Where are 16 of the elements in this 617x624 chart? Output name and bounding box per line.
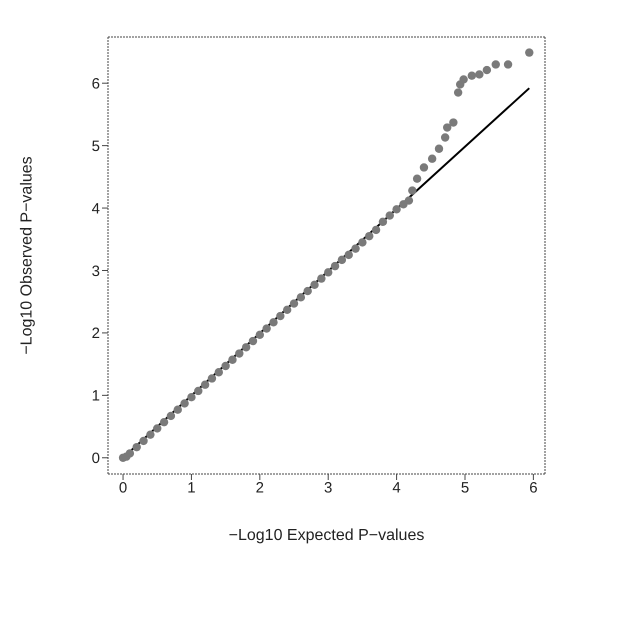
x-tick-label: 4: [392, 480, 401, 497]
y-tick-label: 3: [92, 262, 100, 280]
x-tick-label: 3: [324, 480, 332, 497]
x-tick-label: 2: [256, 480, 264, 497]
x-tick-label: 0: [118, 480, 128, 497]
y-tick-label: 0: [92, 450, 100, 468]
y-tick-label: 5: [92, 138, 100, 155]
x-tick-label: 1: [187, 480, 196, 497]
y-tick-label: 2: [92, 325, 100, 342]
y-tick-label: 1: [92, 388, 100, 405]
y-tick-label: 4: [92, 200, 100, 218]
y-axis-title: −Log10 Observed P−values: [18, 156, 36, 355]
y-tick-label: 6: [92, 76, 100, 93]
x-tick-label: 6: [529, 480, 538, 497]
x-tick-label: 5: [460, 480, 470, 497]
x-axis-title: −Log10 Expected P−values: [228, 527, 424, 544]
